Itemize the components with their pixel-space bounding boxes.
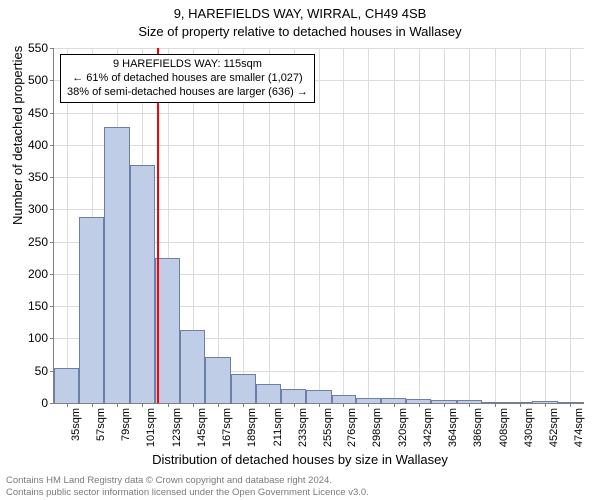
- gridline-v: [368, 48, 369, 403]
- histogram-bar: [482, 402, 507, 403]
- gridline-v: [545, 48, 546, 403]
- histogram-bar: [104, 127, 129, 403]
- x-tick-label: 452sqm: [548, 408, 560, 458]
- annotation-line-1: 9 HAREFIELDS WAY: 115sqm: [67, 58, 308, 72]
- page-title: 9, HAREFIELDS WAY, WIRRAL, CH49 4SB: [0, 6, 600, 21]
- histogram-bar: [431, 400, 456, 403]
- gridline-v: [343, 48, 344, 403]
- x-tick-label: 79sqm: [120, 408, 132, 458]
- x-tick: [168, 403, 169, 407]
- histogram-bar: [231, 374, 256, 403]
- gridline-v: [444, 48, 445, 403]
- x-tick-label: 298sqm: [371, 408, 383, 458]
- gridline-v: [419, 48, 420, 403]
- y-tick-label: 550: [8, 41, 48, 55]
- histogram-bar: [356, 398, 381, 403]
- x-tick: [495, 403, 496, 407]
- x-tick-label: 233sqm: [297, 408, 309, 458]
- y-tick-label: 300: [8, 202, 48, 216]
- x-tick-label: 474sqm: [573, 408, 585, 458]
- x-tick-label: 255sqm: [322, 408, 334, 458]
- gridline-v: [570, 48, 571, 403]
- annotation-line-2: ← 61% of detached houses are smaller (1,…: [67, 72, 308, 86]
- x-tick-label: 276sqm: [346, 408, 358, 458]
- x-tick-label: 145sqm: [196, 408, 208, 458]
- histogram-bar: [532, 401, 557, 403]
- histogram-bar: [406, 399, 431, 403]
- y-tick: [50, 403, 54, 404]
- x-tick-label: 189sqm: [246, 408, 258, 458]
- histogram-bar: [381, 398, 406, 403]
- histogram-bar: [558, 402, 584, 403]
- x-tick: [67, 403, 68, 407]
- x-tick: [343, 403, 344, 407]
- x-tick-label: 430sqm: [523, 408, 535, 458]
- x-tick-label: 35sqm: [70, 408, 82, 458]
- subtitle: Size of property relative to detached ho…: [0, 24, 600, 39]
- x-tick: [570, 403, 571, 407]
- x-tick: [269, 403, 270, 407]
- x-tick: [368, 403, 369, 407]
- x-tick: [218, 403, 219, 407]
- histogram-bar: [130, 165, 155, 403]
- gridline-v: [520, 48, 521, 403]
- x-tick: [142, 403, 143, 407]
- gridline-v: [495, 48, 496, 403]
- y-tick-label: 150: [8, 299, 48, 313]
- histogram-bar: [457, 400, 482, 403]
- footer-line-2: Contains public sector information licen…: [6, 487, 369, 498]
- footer-attribution: Contains HM Land Registry data © Crown c…: [6, 475, 369, 498]
- x-tick-label: 101sqm: [145, 408, 157, 458]
- x-tick: [394, 403, 395, 407]
- y-tick-label: 100: [8, 331, 48, 345]
- x-tick: [193, 403, 194, 407]
- histogram-bar: [507, 402, 532, 403]
- annotation-line-3: 38% of semi-detached houses are larger (…: [67, 86, 308, 100]
- x-tick: [444, 403, 445, 407]
- x-tick-label: 211sqm: [272, 408, 284, 458]
- x-tick-label: 123sqm: [171, 408, 183, 458]
- annotation-box: 9 HAREFIELDS WAY: 115sqm ← 61% of detach…: [60, 54, 315, 103]
- histogram-bar: [54, 368, 79, 404]
- y-tick-label: 200: [8, 267, 48, 281]
- x-tick-label: 408sqm: [498, 408, 510, 458]
- x-tick: [319, 403, 320, 407]
- x-tick-label: 364sqm: [447, 408, 459, 458]
- y-tick-label: 450: [8, 106, 48, 120]
- x-tick: [243, 403, 244, 407]
- x-tick: [419, 403, 420, 407]
- y-tick-label: 500: [8, 73, 48, 87]
- gridline-v: [469, 48, 470, 403]
- histogram-bar: [180, 330, 205, 403]
- x-tick-label: 57sqm: [95, 408, 107, 458]
- histogram-bar: [332, 395, 356, 403]
- footer-line-1: Contains HM Land Registry data © Crown c…: [6, 475, 369, 486]
- y-tick-label: 50: [8, 364, 48, 378]
- y-tick-label: 0: [8, 396, 48, 410]
- x-tick: [545, 403, 546, 407]
- y-tick-label: 400: [8, 138, 48, 152]
- x-tick: [469, 403, 470, 407]
- x-tick: [520, 403, 521, 407]
- x-tick: [294, 403, 295, 407]
- histogram-bar: [79, 217, 104, 403]
- x-tick: [117, 403, 118, 407]
- y-tick-label: 250: [8, 235, 48, 249]
- x-tick-label: 342sqm: [422, 408, 434, 458]
- x-tick: [92, 403, 93, 407]
- x-tick-label: 386sqm: [472, 408, 484, 458]
- histogram-bar: [256, 384, 281, 403]
- histogram-bar: [205, 357, 230, 403]
- y-tick-label: 350: [8, 170, 48, 184]
- gridline-v: [319, 48, 320, 403]
- x-tick-label: 320sqm: [397, 408, 409, 458]
- gridline-v: [394, 48, 395, 403]
- histogram-bar: [306, 390, 331, 403]
- histogram-bar: [281, 389, 306, 403]
- x-tick-label: 167sqm: [221, 408, 233, 458]
